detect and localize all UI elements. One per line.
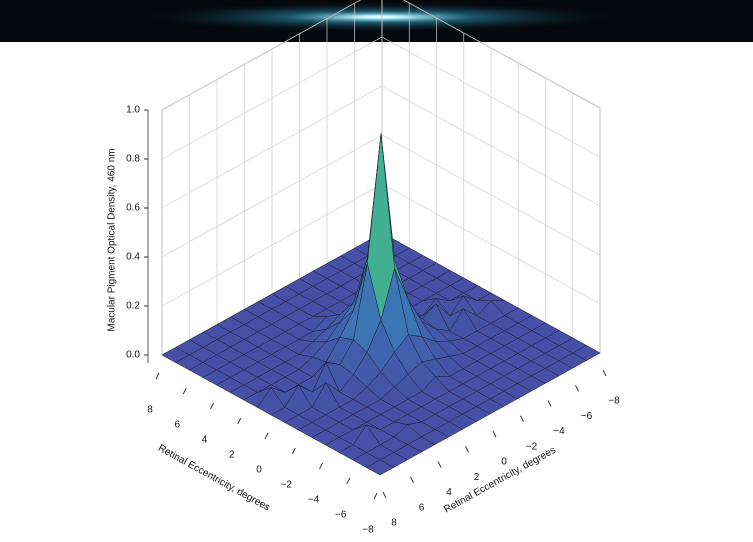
x-tick-label: 2 — [474, 472, 480, 483]
z-tick-label: 1.0 — [126, 105, 140, 116]
tick-mark — [373, 492, 378, 500]
tick-mark — [547, 400, 552, 407]
tick-mark — [155, 372, 160, 380]
z-axis-title: Macular Pigment Optical Density, 460 nm — [107, 148, 118, 331]
tick-mark — [492, 430, 497, 438]
tick-mark — [210, 402, 214, 410]
x-tick-label: 4 — [446, 487, 452, 498]
grid-line — [161, 36, 601, 160]
z-tick-label: 0.6 — [126, 203, 140, 214]
x-tick-label: −8 — [608, 396, 620, 407]
tick-mark — [291, 447, 296, 455]
x-tick-label: 6 — [419, 502, 425, 513]
tick-mark — [602, 369, 607, 377]
grid-line — [161, 0, 601, 111]
header-glow — [120, 1, 640, 33]
tick-mark — [382, 491, 387, 499]
y-tick-label: 8 — [147, 405, 153, 416]
surface-cell — [366, 459, 395, 476]
z-tick-label: 0.4 — [126, 252, 140, 263]
y-tick-label: −2 — [281, 480, 293, 491]
y-tick-label: 6 — [174, 420, 180, 431]
tick-mark — [182, 387, 187, 395]
y-tick-label: 4 — [202, 435, 208, 446]
y-tick-label: −8 — [362, 525, 374, 536]
grid-line — [161, 134, 601, 258]
tick-mark — [264, 432, 269, 440]
tick-mark — [237, 417, 242, 425]
z-tick-label: 0.0 — [126, 350, 140, 361]
tick-mark — [319, 462, 323, 470]
grid-line — [161, 85, 601, 209]
x-tick-label: −6 — [581, 411, 593, 422]
y-tick-label: −4 — [308, 495, 320, 506]
tick-mark — [346, 477, 351, 485]
y-tick-label: −6 — [335, 510, 347, 521]
x-tick-label: 8 — [391, 518, 397, 529]
tick-mark — [410, 476, 414, 483]
x-tick-label: −4 — [553, 426, 565, 437]
tick-mark — [437, 461, 442, 468]
x-tick-label: 0 — [501, 457, 507, 468]
z-tick-label: 0.2 — [126, 301, 140, 312]
tick-mark — [465, 446, 469, 453]
x-axis-title: Retinal Eccentricity, degrees — [442, 445, 558, 516]
tick-mark — [575, 385, 579, 392]
y-axis-title: Retinal Eccentricity, degrees — [156, 443, 272, 514]
y-tick-label: 0 — [256, 465, 262, 476]
y-tick-label: 2 — [229, 450, 235, 461]
tick-mark — [520, 415, 524, 422]
z-tick-label: 0.8 — [126, 154, 140, 165]
x-tick-label: −2 — [526, 441, 538, 452]
